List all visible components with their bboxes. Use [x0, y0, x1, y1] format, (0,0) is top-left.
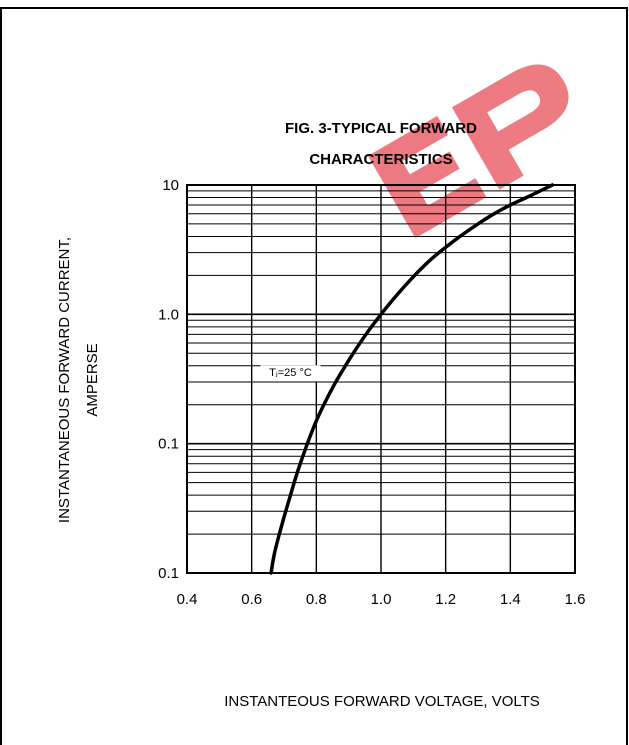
plot-border: [186, 184, 576, 574]
x-tick-label: 1.2: [435, 591, 456, 608]
series-line: [269, 183, 555, 575]
ep-watermark: [367, 64, 569, 239]
major-gridlines: [186, 185, 576, 574]
y-tick-label: 10: [162, 177, 179, 194]
y-axis-label: INSTANTANEOUS FORWARD CURRENT,: [56, 237, 73, 523]
chart-title: FIG. 3-TYPICAL FORWARD: [285, 120, 477, 137]
x-tick-label: 1.4: [500, 591, 521, 608]
y-tick-label: 0.1: [158, 436, 179, 453]
x-axis-label: INSTANTEOUS FORWARD VOLTAGE, VOLTS: [224, 693, 540, 710]
x-tick-label: 1.0: [371, 591, 392, 608]
y-tick-label: 0.1: [158, 565, 179, 582]
chart-subtitle: CHARACTERISTICS: [309, 151, 452, 168]
x-tick-label: 0.6: [241, 591, 262, 608]
x-tick-label: 0.4: [177, 591, 198, 608]
y-tick-label: 1.0: [158, 306, 179, 323]
x-tick-labels: 0.4 0.6 0.8 1.0 1.2 1.4 1.6: [177, 591, 586, 608]
x-tick-label: 0.8: [306, 591, 327, 608]
page-frame: [0, 7, 628, 745]
annotation-background: [260, 365, 321, 382]
y-tick-labels: 0.1 0.1 1.0 10: [158, 177, 179, 582]
y-axis-label-line2: AMPERSE: [84, 343, 101, 416]
x-tick-label: 1.6: [565, 591, 586, 608]
temperature-annotation: Tⱼ=25 °C: [260, 365, 321, 382]
annotation-label: Tⱼ=25 °C: [269, 367, 312, 379]
